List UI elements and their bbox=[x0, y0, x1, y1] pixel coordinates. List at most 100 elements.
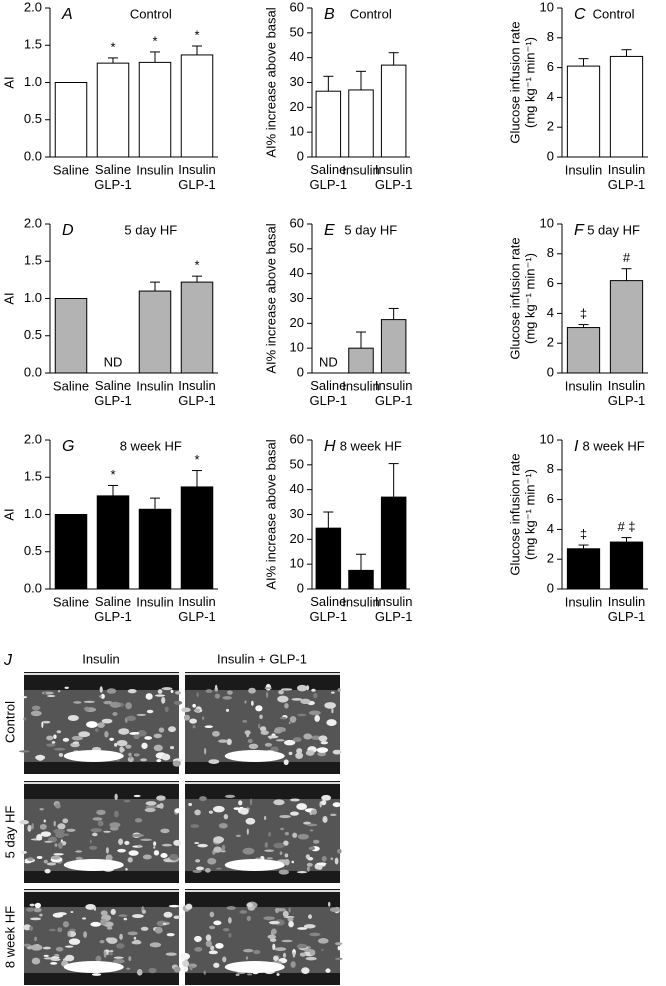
y-tick-label: 1.0 bbox=[24, 74, 42, 89]
speckle bbox=[303, 733, 313, 740]
speckle bbox=[148, 967, 157, 974]
speckle bbox=[89, 845, 98, 850]
speckle bbox=[118, 914, 128, 917]
bar bbox=[380, 496, 407, 590]
speckle bbox=[282, 952, 287, 958]
speckle bbox=[309, 932, 321, 937]
speckle bbox=[305, 956, 317, 961]
speckle bbox=[263, 816, 267, 821]
bar bbox=[348, 347, 374, 374]
speckle bbox=[283, 759, 289, 766]
speckle bbox=[259, 714, 263, 720]
y-tick-label: 10 bbox=[290, 556, 304, 571]
bar bbox=[54, 514, 88, 590]
speckle bbox=[245, 817, 256, 825]
speckle bbox=[68, 938, 81, 945]
speckle bbox=[266, 691, 269, 698]
speckle bbox=[194, 841, 200, 845]
speckle bbox=[160, 852, 168, 858]
speckle bbox=[204, 725, 213, 729]
speckle bbox=[21, 696, 28, 699]
speckle bbox=[89, 839, 92, 844]
x-tick-label: Saline bbox=[53, 162, 89, 177]
speckle bbox=[168, 904, 180, 908]
speckle bbox=[189, 718, 197, 724]
x-tick-label: Insulin bbox=[342, 594, 380, 609]
speckle bbox=[297, 927, 308, 930]
speckle bbox=[30, 710, 42, 717]
speckle bbox=[156, 759, 162, 763]
speckle bbox=[179, 952, 191, 960]
speckle bbox=[133, 794, 141, 798]
speckle bbox=[131, 833, 144, 838]
speckle bbox=[249, 798, 253, 806]
speckle bbox=[306, 823, 318, 827]
speckle bbox=[162, 922, 167, 925]
speckle bbox=[34, 936, 38, 942]
x-tick-label: Saline GLP-1 bbox=[310, 378, 348, 408]
speckle bbox=[127, 756, 134, 763]
speckle bbox=[31, 705, 41, 711]
y-tick-label: 30 bbox=[290, 290, 304, 305]
speckle bbox=[113, 958, 125, 964]
speckle bbox=[67, 930, 71, 937]
speckle bbox=[328, 901, 331, 907]
panel: 0 10 20 30 40 50 60 H 8 week HF AI% increase abov… bbox=[263, 431, 412, 624]
y-tick-label: 50 bbox=[290, 240, 304, 255]
speckle bbox=[125, 867, 128, 871]
y-tick-label: 40 bbox=[290, 49, 304, 64]
speckle bbox=[36, 754, 44, 761]
speckle bbox=[194, 708, 201, 713]
speckle bbox=[69, 928, 76, 932]
speckle bbox=[172, 760, 181, 767]
speckle bbox=[272, 943, 276, 951]
speckle bbox=[66, 828, 76, 832]
speckle bbox=[47, 694, 56, 698]
speckle bbox=[128, 752, 132, 757]
panel-letter: E bbox=[324, 222, 335, 239]
speckle bbox=[97, 820, 104, 827]
bright-spot bbox=[63, 961, 124, 973]
speckle bbox=[329, 907, 340, 913]
speckle bbox=[56, 730, 62, 734]
speckle bbox=[106, 688, 117, 694]
speckle bbox=[306, 866, 310, 872]
speckle bbox=[156, 795, 166, 801]
panel-title: 8 week HF bbox=[340, 438, 402, 453]
speckle bbox=[276, 973, 280, 976]
speckle bbox=[168, 726, 176, 733]
bar bbox=[380, 64, 407, 158]
speckle bbox=[136, 713, 147, 716]
speckle bbox=[205, 940, 212, 948]
speckle bbox=[104, 731, 109, 738]
speckle bbox=[218, 822, 228, 829]
bar bbox=[96, 495, 130, 590]
speckle bbox=[213, 920, 222, 926]
y-tick-label: 50 bbox=[290, 456, 304, 471]
x-tick-label: Insulin GLP-1 bbox=[375, 378, 413, 408]
speckle bbox=[207, 857, 217, 865]
y-tick-label: 0.5 bbox=[24, 327, 42, 342]
speckle bbox=[192, 869, 202, 873]
x-tick-label: Insulin bbox=[565, 378, 603, 393]
bright-spot bbox=[224, 750, 285, 762]
speckle bbox=[50, 855, 61, 860]
speckle bbox=[225, 708, 230, 712]
bar bbox=[348, 89, 374, 158]
panel-letter: I bbox=[574, 438, 579, 455]
speckle bbox=[303, 821, 312, 825]
panel-letter: H bbox=[324, 438, 336, 455]
speckle bbox=[82, 917, 87, 920]
speckle bbox=[41, 721, 44, 728]
speckle bbox=[58, 752, 64, 757]
speckle bbox=[273, 842, 285, 849]
y-tick-label: 2 bbox=[547, 119, 554, 134]
bar bbox=[138, 290, 172, 374]
bar bbox=[566, 327, 601, 374]
speckle bbox=[62, 737, 70, 742]
speckle bbox=[110, 908, 116, 915]
y-tick-label: 1.0 bbox=[24, 290, 42, 305]
y-tick-label: 0.0 bbox=[24, 364, 42, 379]
speckle bbox=[288, 751, 293, 756]
speckle bbox=[321, 948, 324, 951]
